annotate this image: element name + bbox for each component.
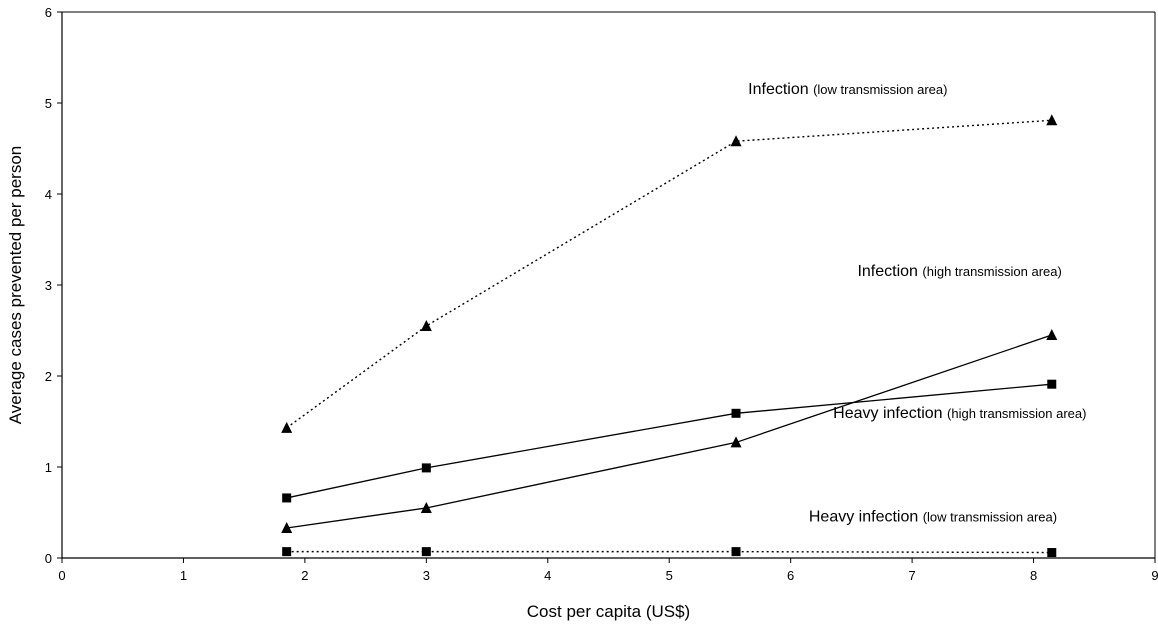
data-point-square bbox=[282, 493, 292, 503]
y-axis-title: Average cases prevented per person bbox=[6, 146, 25, 424]
series-line-heavy_low bbox=[286, 550, 1052, 554]
y-tick-label: 6 bbox=[45, 5, 52, 20]
data-point-square bbox=[421, 547, 431, 557]
series-heavy_low bbox=[282, 547, 1057, 558]
series-infection_low bbox=[281, 114, 1058, 433]
x-tick-label: 2 bbox=[301, 568, 308, 583]
ann-infection-high: Infection (high transmission area) bbox=[857, 263, 1061, 280]
series-line-infection_high bbox=[286, 334, 1052, 529]
data-point-triangle bbox=[281, 421, 293, 433]
y-tick-label: 3 bbox=[45, 278, 52, 293]
x-tick-label: 4 bbox=[544, 568, 551, 583]
y-tick-label: 0 bbox=[45, 551, 52, 566]
ann-heavy-low: Heavy infection (low transmission area) bbox=[809, 509, 1057, 526]
x-tick-label: 8 bbox=[1030, 568, 1037, 583]
data-point-triangle bbox=[730, 436, 742, 448]
series-infection_high bbox=[281, 329, 1058, 533]
x-tick-label: 9 bbox=[1151, 568, 1158, 583]
y-tick-label: 2 bbox=[45, 369, 52, 384]
series-line-infection_low bbox=[286, 119, 1052, 429]
data-point-triangle bbox=[1046, 329, 1058, 341]
data-point-square bbox=[731, 547, 741, 557]
axes: 0 1 2 3 4 5 6 7 8 9 0 1 2 3 4 5 6 bbox=[45, 5, 1158, 583]
data-point-triangle bbox=[420, 501, 432, 513]
x-tick-label: 0 bbox=[58, 568, 65, 583]
data-point-triangle bbox=[1046, 114, 1058, 126]
data-point-square bbox=[421, 463, 431, 473]
annotation-layer: Infection (low transmission area) Infecti… bbox=[748, 81, 1086, 526]
x-tick-label: 6 bbox=[787, 568, 794, 583]
series-heavy_high bbox=[282, 379, 1057, 503]
y-tick-label: 5 bbox=[45, 96, 52, 111]
x-tick-label: 1 bbox=[180, 568, 187, 583]
data-point-square bbox=[1047, 379, 1057, 389]
y-tick-label: 4 bbox=[45, 187, 52, 202]
x-axis-title: Cost per capita (US$) bbox=[527, 602, 690, 621]
data-point-triangle bbox=[420, 319, 432, 331]
ann-infection-low: Infection (low transmission area) bbox=[748, 81, 947, 98]
series-line-heavy_high bbox=[286, 383, 1052, 499]
y-tick-label: 1 bbox=[45, 460, 52, 475]
x-tick-label: 5 bbox=[666, 568, 673, 583]
ann-heavy-high: Heavy infection (high transmission area) bbox=[833, 405, 1086, 422]
x-tick-label: 3 bbox=[423, 568, 430, 583]
data-point-square bbox=[731, 408, 741, 418]
data-point-triangle bbox=[281, 521, 293, 533]
data-point-square bbox=[1047, 548, 1057, 558]
series-layer bbox=[281, 114, 1058, 558]
data-point-square bbox=[282, 547, 292, 557]
x-tick-label: 7 bbox=[908, 568, 915, 583]
data-point-triangle bbox=[730, 135, 742, 147]
